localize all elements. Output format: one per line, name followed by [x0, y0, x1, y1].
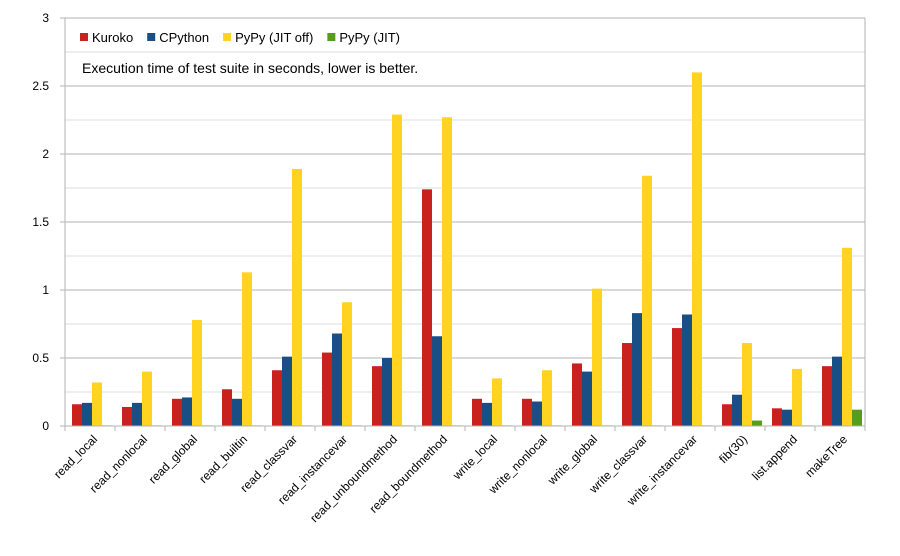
bar-cpython: [82, 402, 92, 426]
bar-cpython: [382, 358, 392, 426]
legend-swatch-cpython: [147, 33, 156, 41]
y-tick-label: 0.5: [32, 351, 49, 365]
bar-pypy-jit-off: [242, 272, 252, 426]
bar-kuroko: [122, 406, 132, 426]
bar-kuroko: [522, 398, 532, 426]
bar-pypy-jit: [752, 420, 762, 426]
x-tick-label: list.append: [749, 432, 800, 483]
bar-kuroko: [222, 389, 232, 426]
bar-pypy-jit-off: [692, 72, 702, 427]
bar-cpython: [182, 397, 192, 426]
bar-kuroko: [272, 370, 282, 426]
legend-label-cpython: CPython: [159, 30, 209, 45]
bar-cpython: [432, 336, 442, 426]
bar-cpython: [332, 333, 342, 426]
y-tick-label: 0: [42, 419, 49, 433]
legend-label-pypy-jit-off: PyPy (JIT off): [235, 30, 313, 45]
bar-pypy-jit-off: [792, 368, 802, 426]
bar-pypy-jit-off: [742, 343, 752, 426]
bar-pypy-jit-off: [492, 378, 502, 426]
bar-kuroko: [172, 398, 182, 426]
legend: Kuroko CPython PyPy (JIT off) PyPy (JIT): [80, 30, 400, 45]
y-tick-label: 3: [42, 11, 49, 25]
bar-kuroko: [722, 404, 732, 426]
x-tick-label: makeTree: [802, 432, 850, 480]
bar-pypy-jit-off: [142, 371, 152, 426]
bar-cpython: [582, 371, 592, 426]
axes: [60, 17, 866, 431]
bar-cpython: [232, 398, 242, 426]
bar-pypy-jit-off: [542, 370, 552, 426]
bar-cpython: [532, 401, 542, 426]
bar-pypy-jit: [852, 409, 862, 426]
bar-kuroko: [322, 352, 332, 426]
bar-pypy-jit-off: [392, 114, 402, 426]
bar-pypy-jit-off: [442, 117, 452, 426]
bar-cpython: [282, 356, 292, 426]
bar-pypy-jit-off: [292, 168, 302, 426]
bar-pypy-jit-off: [92, 382, 102, 426]
y-tick-label: 1.5: [32, 215, 49, 229]
bar-kuroko: [772, 408, 782, 426]
bar-pypy-jit-off: [592, 288, 602, 426]
legend-swatch-pypy-jit: [327, 33, 336, 41]
bar-cpython: [782, 409, 792, 426]
bar-pypy-jit-off: [192, 319, 202, 426]
legend-label-kuroko: Kuroko: [92, 30, 133, 45]
bar-cpython: [632, 313, 642, 426]
y-tick-label: 2.5: [32, 79, 49, 93]
x-tick-label: read_unboundmethod: [307, 432, 400, 525]
bar-pypy-jit-off: [342, 302, 352, 426]
legend-swatch-pypy-jit-off: [223, 33, 232, 41]
bar-cpython: [482, 402, 492, 426]
bar-kuroko: [422, 189, 432, 426]
x-tick-label: read_local: [51, 432, 100, 481]
x-tick-label: fib(30): [716, 432, 750, 466]
x-tick-label: read_global: [146, 432, 200, 486]
bars: [72, 72, 862, 427]
legend-label-pypy-jit: PyPy (JIT): [339, 30, 400, 45]
bar-cpython: [682, 314, 692, 426]
bar-pypy-jit-off: [642, 175, 652, 426]
bar-cpython: [832, 356, 842, 426]
bar-kuroko: [622, 343, 632, 426]
bar-kuroko: [372, 366, 382, 426]
y-tick-label: 1: [42, 283, 49, 297]
bar-pypy-jit-off: [842, 247, 852, 426]
y-tick-label: 2: [42, 147, 49, 161]
x-tick-label: read_builtin: [196, 432, 250, 486]
bar-kuroko: [572, 363, 582, 426]
bar-kuroko: [72, 404, 82, 426]
bar-cpython: [132, 402, 142, 426]
x-tick-label: write_local: [449, 432, 500, 483]
bar-kuroko: [672, 328, 682, 426]
bar-kuroko: [472, 398, 482, 426]
bar-cpython: [732, 394, 742, 426]
legend-swatch-kuroko: [80, 33, 88, 41]
bar-kuroko: [822, 366, 832, 426]
tick-labels: 00.511.522.53read_localread_nonlocalread…: [32, 11, 850, 525]
chart-annotation: Execution time of test suite in seconds,…: [82, 60, 418, 76]
